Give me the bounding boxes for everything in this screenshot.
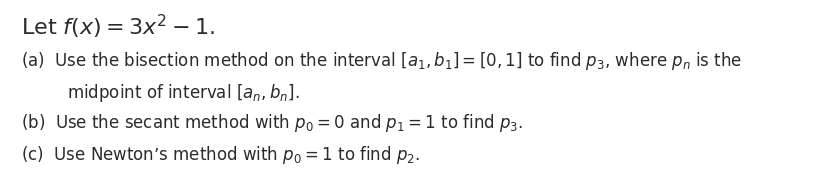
Text: (b)  Use the secant method with $p_0 = 0$ and $p_1 = 1$ to find $p_3$.: (b) Use the secant method with $p_0 = 0$… xyxy=(21,112,523,134)
Text: (c)  Use Newton’s method with $p_0 = 1$ to find $p_2$.: (c) Use Newton’s method with $p_0 = 1$ t… xyxy=(21,144,420,166)
Text: (a)  Use the bisection method on the interval $[a_1, b_1] = [0, 1]$ to find $p_3: (a) Use the bisection method on the inte… xyxy=(21,50,741,72)
Text: midpoint of interval $[a_n, b_n].$: midpoint of interval $[a_n, b_n].$ xyxy=(67,82,300,104)
Text: Let $f(x) = 3x^2 - 1.$: Let $f(x) = 3x^2 - 1.$ xyxy=(21,12,215,41)
